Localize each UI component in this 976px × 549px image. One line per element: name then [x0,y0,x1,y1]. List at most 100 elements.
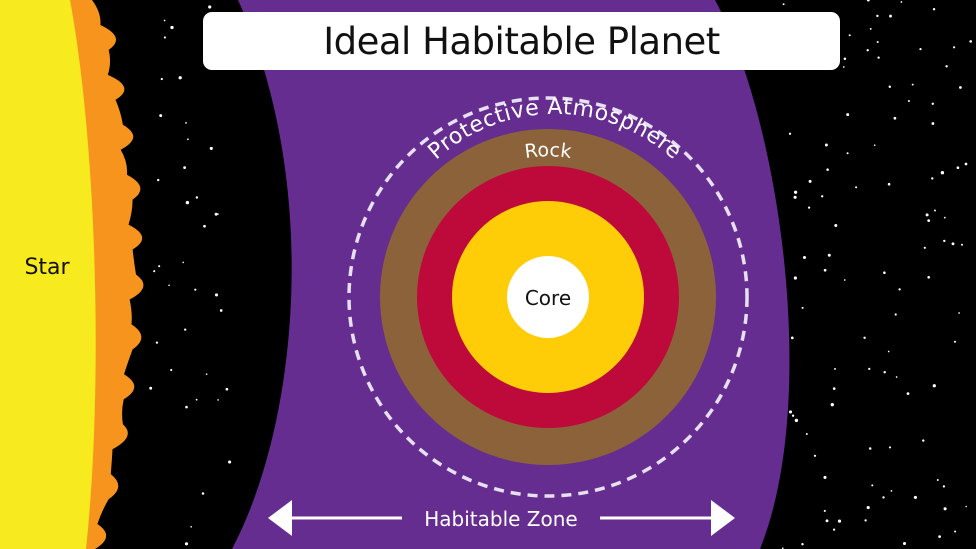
star-dot [195,398,198,401]
star-dot [794,418,799,423]
star-dot [184,542,189,546]
star-dot [945,65,948,68]
star-dot [159,114,163,118]
star-dot [790,336,794,340]
star-dot [906,392,910,395]
star-dot [842,66,845,68]
star-dot [793,190,798,194]
star-dot [876,14,879,18]
star-dot [866,49,869,52]
star-dot [834,367,836,370]
star-dot [185,405,188,409]
star-dot [219,309,223,312]
star-dot [801,542,804,546]
star-dot [185,122,187,124]
star-dot [185,200,190,205]
star-dot [953,340,957,343]
inner-core [507,256,589,338]
star-dot [153,270,156,273]
star-dot [883,370,886,374]
star-dot [902,541,907,546]
star-dot [900,1,903,3]
star-dot [943,239,946,243]
star-dot [907,99,910,103]
star-dot [184,328,187,331]
star-dot [869,27,872,30]
core-label: Core [525,286,571,310]
star-dot [931,122,935,125]
star-dot [888,85,892,88]
star-dot [793,195,797,199]
star-dot [911,83,914,86]
star-dot [793,276,797,280]
star-dot [802,255,807,260]
star-dot [965,505,967,508]
star-dot [170,368,173,372]
star-dot [808,179,812,183]
star-dot [848,34,851,37]
star-dot [163,19,166,22]
star-dot [183,166,187,170]
star-dot [807,206,811,209]
star-dot [225,387,229,391]
star-dot [194,288,197,291]
star-dot [824,143,828,147]
star-dot [832,387,836,390]
title-banner: Ideal Habitable Planet [203,12,840,70]
star-dot [163,36,166,39]
star-dot [876,40,879,44]
star-dot [823,509,826,512]
star-dot [922,439,925,442]
star-dot [873,144,876,147]
star-dot [155,341,159,344]
star-dot [890,490,893,492]
star-dot [888,446,892,449]
star-dot [931,102,934,105]
star-dot [952,46,956,49]
star-dot [209,146,213,150]
star-field [149,0,972,549]
star-dot [170,25,174,30]
star-dot [846,113,850,117]
star-dot [782,3,785,6]
star-dot [943,507,947,511]
star-dot [925,213,929,217]
star-dot [866,0,870,2]
star-dot [868,367,871,371]
star-dot [195,196,199,199]
star-dot [868,447,872,450]
star-dot [943,216,946,219]
star-dot [883,271,886,274]
star-dot [834,224,838,227]
star-dot [932,384,936,388]
star-dot [958,312,960,314]
zone-label: Habitable Zone [424,507,577,531]
star-dot [830,403,834,407]
star-dot [895,376,898,378]
star-dot [201,492,205,495]
star-dot [837,519,842,523]
star-dot [954,530,957,533]
star-dot [934,209,936,212]
star-dot [894,313,897,316]
star-dot [182,261,185,264]
star-dot [936,479,939,481]
star-dot [826,168,829,171]
star-dot [823,475,827,479]
star-dot [178,76,182,80]
star-dot [791,414,795,417]
star-dot [877,56,880,59]
star-dot [927,275,931,279]
star-dot [788,410,793,414]
star-dot [149,386,153,390]
star-dot [168,284,170,287]
star-dot [827,253,831,257]
star-body [0,0,96,549]
star-dot [228,460,232,464]
star-dot [205,373,208,376]
star-dot [882,496,885,499]
star-dot [855,186,858,189]
star-dot [927,219,931,222]
